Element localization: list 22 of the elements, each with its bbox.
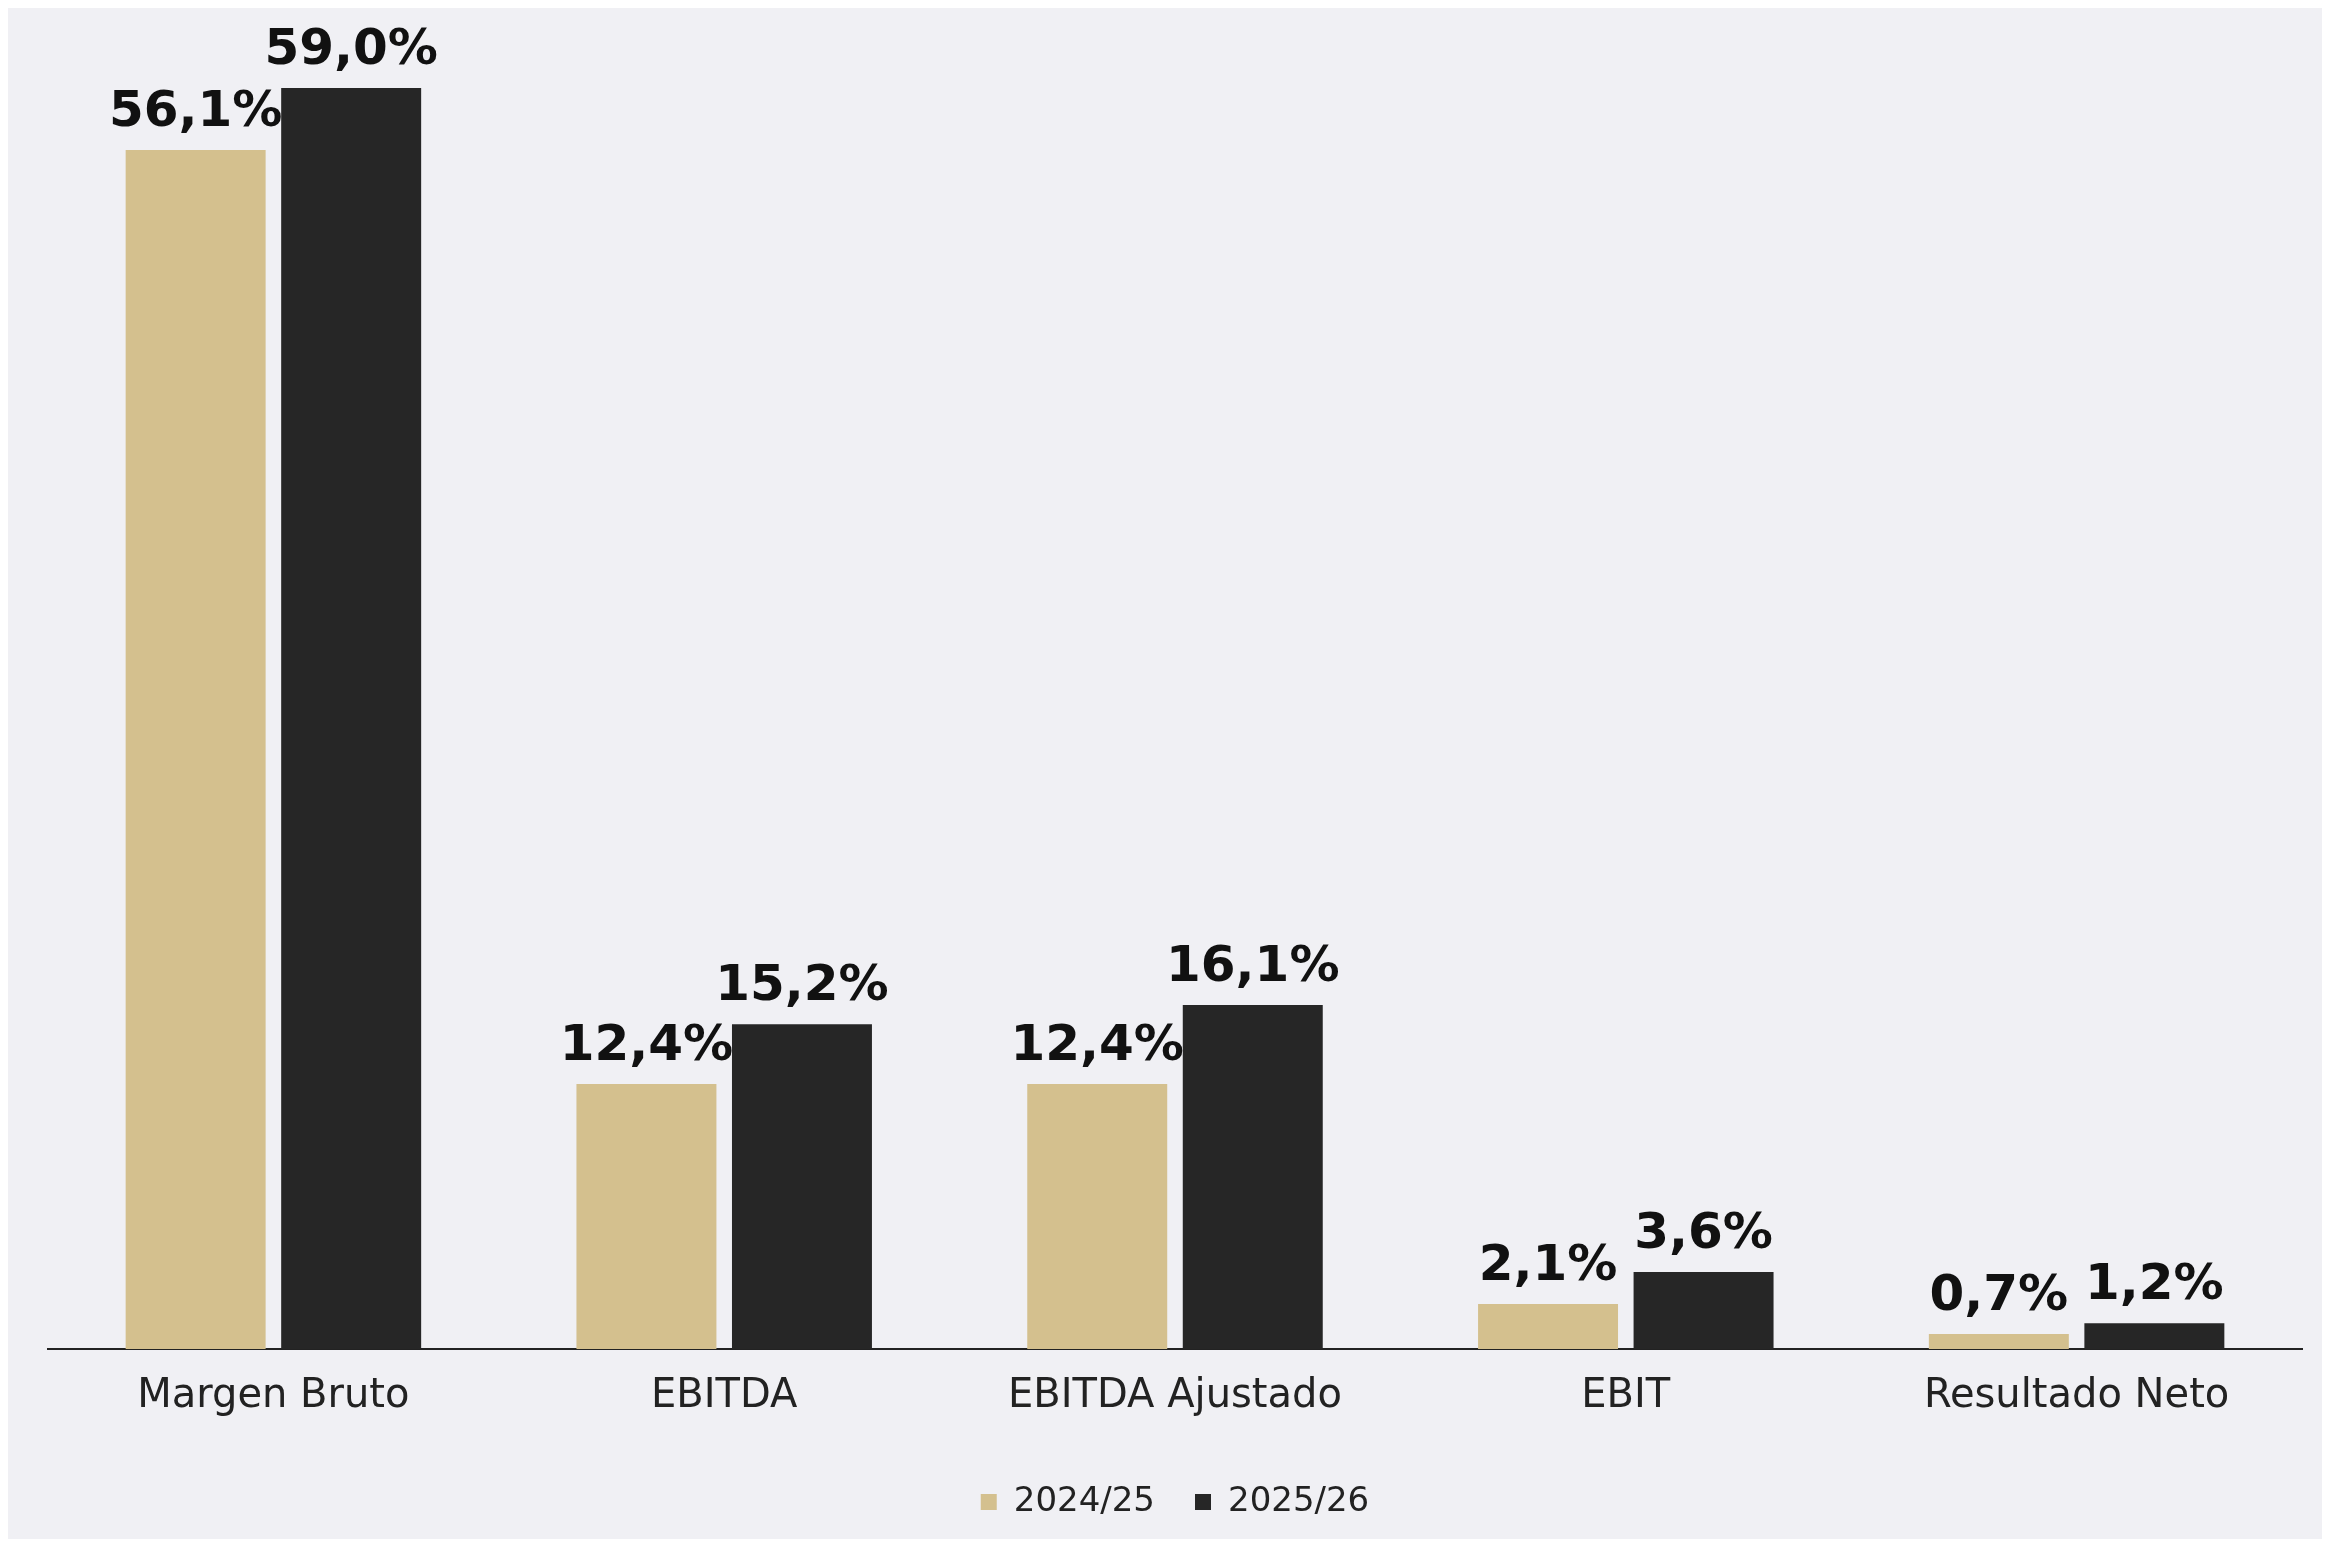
bar (1928, 1334, 2069, 1349)
bar (1027, 1083, 1168, 1349)
data-label: 16,1% (1166, 934, 1340, 993)
data-label: 2,1% (1478, 1234, 1618, 1293)
x-tick-label: Margen Bruto (137, 1370, 410, 1417)
x-tick-label: Resultado Neto (1923, 1370, 2230, 1417)
data-label: 3,6% (1634, 1202, 1773, 1261)
data-label: 0,7% (1929, 1264, 2069, 1323)
legend-label: 2025/26 (1228, 1478, 1370, 1519)
x-tick-label: EBITDA Ajustado (1008, 1370, 1342, 1417)
bar (1478, 1304, 1619, 1349)
x-tick-label: EBITDA (651, 1370, 799, 1417)
data-label: 15,2% (715, 954, 889, 1013)
data-label: 56,1% (108, 79, 283, 138)
data-label: 59,0% (264, 17, 438, 76)
legend-label: 2024/25 (1013, 1478, 1155, 1519)
data-label: 12,4% (559, 1013, 734, 1072)
bar (125, 149, 266, 1349)
data-label: 1,2% (2085, 1253, 2224, 1312)
data-label: 12,4% (1010, 1013, 1184, 1072)
bar (576, 1083, 717, 1349)
x-tick-label: EBIT (1581, 1370, 1671, 1417)
